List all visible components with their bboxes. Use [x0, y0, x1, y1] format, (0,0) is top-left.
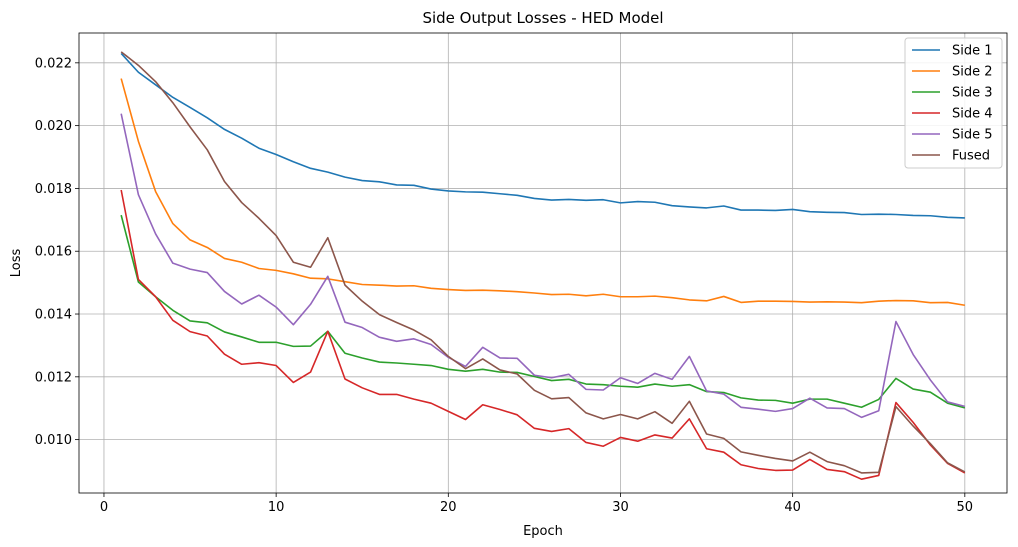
x-axis: 0 10 20 30 40 50 — [100, 493, 973, 515]
y-axis-label: Loss — [9, 249, 24, 278]
legend-item-side-4: Side 4 — [912, 107, 993, 122]
legend-item-side-3: Side 3 — [912, 86, 993, 101]
y-tick-label: 0.022 — [35, 56, 72, 71]
y-axis: 0.010 0.012 0.014 0.016 0.018 0.020 0.022 — [35, 56, 79, 448]
x-tick-label: 20 — [440, 500, 457, 515]
series-line-side-3 — [120, 214, 966, 409]
grid — [79, 33, 1007, 493]
legend-label: Side 2 — [952, 65, 993, 80]
series-line-fused — [120, 51, 966, 474]
plot-frame — [78, 32, 1008, 494]
legend-item-side-2: Side 2 — [912, 65, 993, 80]
legend-label: Side 3 — [952, 86, 993, 101]
legend-item-side-1: Side 1 — [912, 44, 993, 59]
x-tick-label: 40 — [784, 500, 801, 515]
y-tick-label: 0.012 — [35, 370, 72, 385]
legend: Side 1 Side 2 Side 3 Side 4 Side 5 Fused — [904, 37, 1003, 169]
y-tick-label: 0.014 — [35, 308, 72, 323]
x-tick-label: 30 — [612, 500, 629, 515]
x-tick-label: 0 — [100, 500, 108, 515]
y-tick-label: 0.018 — [35, 182, 72, 197]
series-line-side-4 — [120, 189, 966, 480]
x-axis-label: Epoch — [523, 524, 563, 539]
series-line-side-2 — [120, 78, 965, 307]
series-line-side-1 — [120, 52, 965, 219]
legend-label: Fused — [952, 149, 990, 164]
x-tick-label: 10 — [268, 500, 285, 515]
legend-item-fused: Fused — [912, 149, 990, 164]
legend-item-side-5: Side 5 — [912, 128, 993, 143]
series-line-side-5 — [120, 113, 966, 419]
y-tick-label: 0.020 — [35, 119, 72, 134]
plot-lines — [120, 51, 966, 480]
x-tick-label: 50 — [957, 500, 974, 515]
y-tick-label: 0.010 — [35, 433, 72, 448]
legend-label: Side 1 — [952, 44, 993, 59]
legend-label: Side 4 — [952, 107, 993, 122]
legend-label: Side 5 — [952, 128, 993, 143]
y-tick-label: 0.016 — [35, 245, 72, 260]
chart-title: Side Output Losses - HED Model — [422, 9, 663, 27]
